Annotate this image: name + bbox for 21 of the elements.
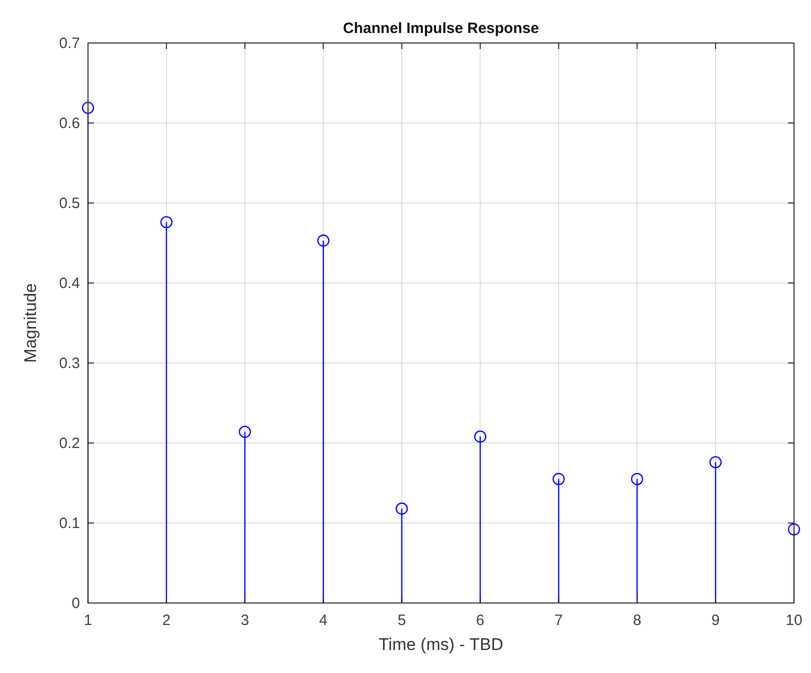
y-tick-label: 0 xyxy=(72,595,80,612)
x-tick-label: 9 xyxy=(711,612,720,629)
x-tick-label: 5 xyxy=(398,612,406,629)
x-tick-label: 4 xyxy=(319,612,328,629)
x-tick-label: 6 xyxy=(476,612,484,629)
x-tick-label: 8 xyxy=(632,612,642,629)
y-tick-label: 0.6 xyxy=(59,115,80,132)
y-tick-label: 0.4 xyxy=(59,275,80,292)
y-tick-label: 0.2 xyxy=(59,435,80,452)
x-tick-label: 2 xyxy=(162,612,171,629)
x-tick-label: 10 xyxy=(786,612,802,629)
chart-title: Channel Impulse Response xyxy=(343,20,539,37)
y-tick-label: 0.3 xyxy=(59,355,80,372)
x-tick-label: 7 xyxy=(554,612,563,629)
x-tick-label: 1 xyxy=(84,612,92,629)
y-axis-title: Magnitude xyxy=(21,283,40,363)
x-tick-label: 3 xyxy=(240,612,250,629)
y-tick-label: 0.5 xyxy=(59,195,80,212)
y-tick-label: 0.1 xyxy=(59,515,80,532)
x-axis-title: Time (ms) - TBD xyxy=(378,635,504,654)
y-tick-label: 0.7 xyxy=(59,35,80,52)
